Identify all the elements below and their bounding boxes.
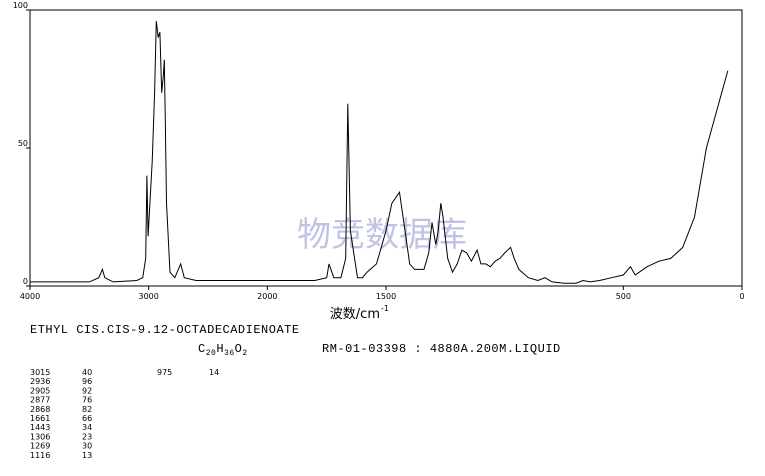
peak-wavenumber: 1661 bbox=[30, 414, 50, 423]
x-tick-label: 4000 bbox=[20, 292, 40, 301]
peak-intensity: 76 bbox=[82, 396, 92, 405]
peak-wavenumber: 1306 bbox=[30, 432, 50, 441]
watermark: 物竞数据库 bbox=[297, 215, 467, 255]
y-tick-label: 0 bbox=[23, 277, 28, 286]
peak-wavenumber: 3015 bbox=[30, 368, 50, 377]
x-tick-label: 500 bbox=[616, 292, 631, 301]
formula-element: H bbox=[216, 342, 224, 356]
peak-wavenumber: 975 bbox=[157, 368, 172, 377]
peak-wavenumber: 2905 bbox=[30, 386, 50, 395]
y-tick-label: 50 bbox=[18, 139, 28, 148]
peak-intensity: 66 bbox=[82, 414, 92, 423]
peak-intensity: 34 bbox=[82, 423, 92, 432]
peak-intensity: 96 bbox=[82, 377, 92, 386]
formula: C20H36O2 bbox=[198, 342, 248, 358]
spectrum-line bbox=[30, 20, 729, 284]
x-tick-label: 0 bbox=[739, 292, 744, 301]
sample-info: RM-01-03398 : 4880A.200M.LIQUID bbox=[322, 342, 561, 356]
peak-intensity: 13 bbox=[82, 451, 92, 460]
peak-intensity: 14 bbox=[209, 368, 219, 377]
peak-intensity: 82 bbox=[82, 405, 92, 414]
peak-wavenumber: 1116 bbox=[30, 451, 50, 460]
x-tick-label: 3000 bbox=[138, 292, 158, 301]
formula-subscript: 36 bbox=[224, 349, 235, 358]
peak-intensity: 40 bbox=[82, 368, 92, 377]
x-axis-label-sup: -1 bbox=[381, 304, 389, 313]
formula-element: C bbox=[198, 342, 206, 356]
peak-wavenumber: 1269 bbox=[30, 442, 50, 451]
x-axis-label: 波数/cm bbox=[330, 307, 380, 322]
formula-subscript: 2 bbox=[242, 349, 247, 358]
peak-intensity: 30 bbox=[82, 442, 92, 451]
peak-wavenumber: 1443 bbox=[30, 423, 50, 432]
formula-element: O bbox=[235, 342, 243, 356]
x-tick-label: 2000 bbox=[257, 292, 277, 301]
formula-subscript: 20 bbox=[206, 349, 217, 358]
x-tick-label: 1500 bbox=[376, 292, 396, 301]
peak-wavenumber: 2936 bbox=[30, 377, 50, 386]
peak-intensity: 92 bbox=[82, 386, 92, 395]
y-tick-label: 100 bbox=[13, 1, 28, 10]
peak-wavenumber: 2877 bbox=[30, 396, 50, 405]
peak-wavenumber: 2868 bbox=[30, 405, 50, 414]
peak-intensity: 23 bbox=[82, 432, 92, 441]
compound-name: ETHYL CIS.CIS-9.12-OCTADECADIENOATE bbox=[30, 323, 300, 337]
